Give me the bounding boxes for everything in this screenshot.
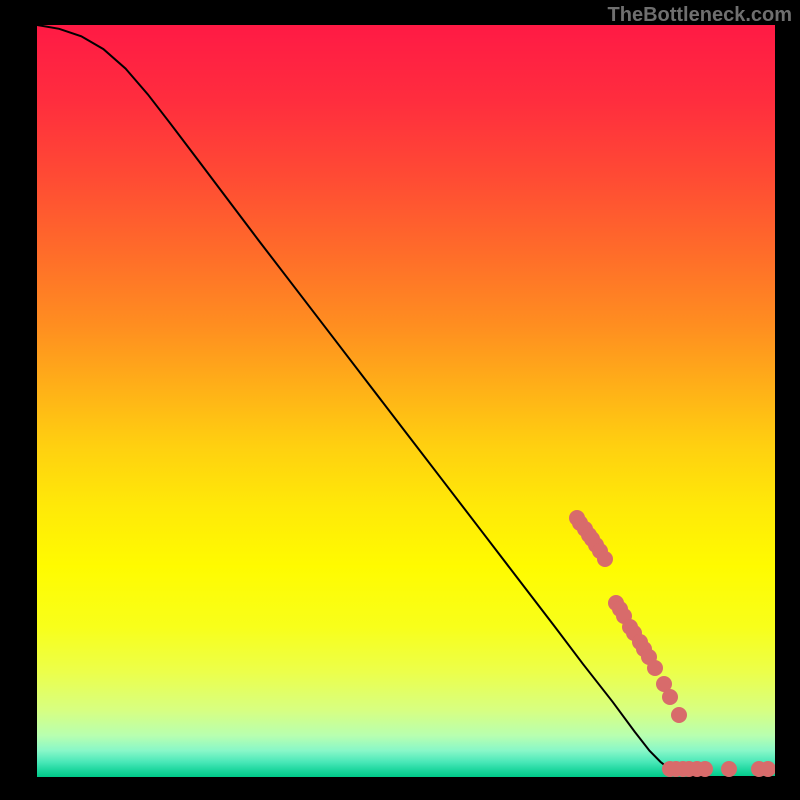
curve-layer bbox=[37, 25, 775, 777]
chart-container: TheBottleneck.com bbox=[0, 0, 800, 800]
data-marker bbox=[721, 761, 737, 777]
data-marker bbox=[662, 689, 678, 705]
data-marker bbox=[671, 707, 687, 723]
plot-area bbox=[37, 25, 775, 777]
data-marker bbox=[697, 761, 713, 777]
curve-path bbox=[37, 25, 775, 777]
data-marker bbox=[597, 551, 613, 567]
data-marker bbox=[760, 761, 775, 777]
data-marker bbox=[647, 660, 663, 676]
watermark-text: TheBottleneck.com bbox=[608, 4, 792, 27]
